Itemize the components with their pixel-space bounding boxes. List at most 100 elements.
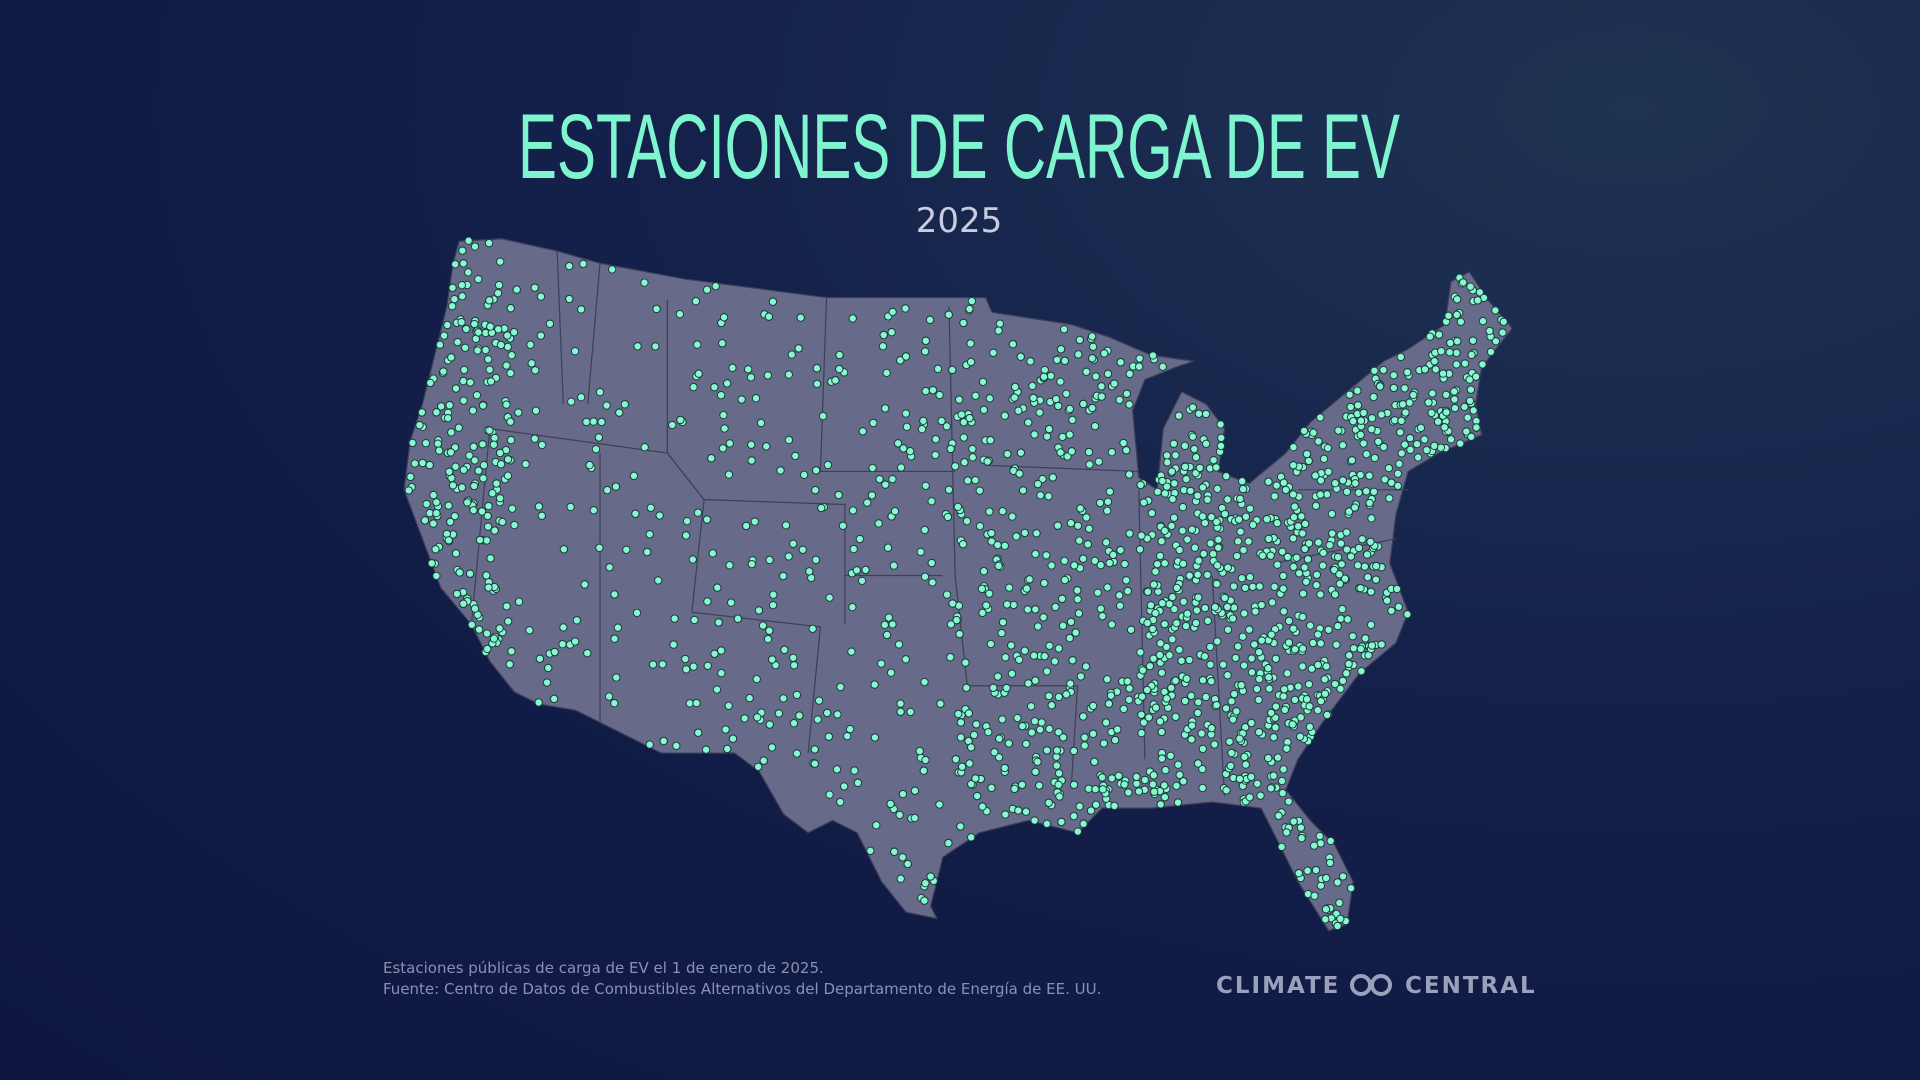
station bbox=[415, 420, 424, 430]
station bbox=[1057, 594, 1067, 603]
station bbox=[1054, 769, 1064, 778]
station bbox=[817, 503, 826, 513]
station bbox=[890, 847, 899, 856]
station bbox=[1008, 512, 1017, 521]
station bbox=[640, 278, 649, 287]
station bbox=[1322, 662, 1331, 671]
station bbox=[1002, 683, 1011, 693]
station bbox=[433, 439, 443, 448]
station bbox=[1004, 739, 1014, 748]
station bbox=[464, 236, 473, 245]
station bbox=[1309, 841, 1319, 850]
station bbox=[645, 740, 654, 749]
station bbox=[896, 707, 905, 716]
station bbox=[1029, 393, 1038, 403]
station bbox=[1182, 674, 1191, 683]
station bbox=[1171, 676, 1180, 685]
station bbox=[1396, 352, 1405, 362]
station bbox=[610, 634, 619, 643]
station bbox=[558, 640, 567, 649]
station bbox=[966, 357, 976, 367]
station bbox=[1086, 806, 1096, 815]
station bbox=[765, 626, 774, 635]
station bbox=[1239, 546, 1248, 555]
station bbox=[1289, 624, 1298, 633]
station bbox=[493, 288, 503, 298]
station bbox=[591, 444, 601, 454]
station bbox=[1342, 669, 1351, 678]
station bbox=[611, 482, 621, 491]
station bbox=[1274, 811, 1283, 820]
station bbox=[1223, 602, 1232, 612]
station bbox=[1300, 563, 1309, 572]
station bbox=[431, 545, 440, 554]
station bbox=[1327, 509, 1337, 519]
station bbox=[1338, 676, 1348, 685]
station bbox=[1097, 382, 1106, 391]
station bbox=[482, 571, 491, 580]
station bbox=[445, 467, 454, 476]
station bbox=[1098, 773, 1107, 782]
station bbox=[484, 238, 494, 248]
station bbox=[1081, 662, 1091, 671]
station bbox=[454, 423, 463, 432]
station bbox=[985, 394, 994, 403]
station bbox=[1158, 362, 1167, 371]
station bbox=[1198, 512, 1207, 521]
station bbox=[1080, 741, 1089, 750]
station bbox=[750, 517, 759, 526]
station bbox=[1394, 602, 1403, 612]
station bbox=[1438, 369, 1448, 378]
station bbox=[1018, 486, 1028, 495]
station bbox=[1187, 721, 1197, 730]
station bbox=[948, 365, 957, 375]
station bbox=[1169, 513, 1179, 522]
station bbox=[1446, 435, 1456, 444]
station bbox=[1183, 609, 1192, 618]
station bbox=[1240, 752, 1249, 762]
station bbox=[1223, 563, 1232, 572]
station bbox=[446, 517, 455, 527]
station bbox=[585, 460, 594, 470]
station bbox=[1354, 543, 1364, 553]
station bbox=[1209, 456, 1218, 465]
station bbox=[1200, 603, 1210, 613]
station bbox=[640, 443, 649, 452]
station bbox=[868, 463, 877, 473]
station bbox=[1279, 584, 1288, 593]
station bbox=[920, 572, 930, 581]
station bbox=[1060, 575, 1069, 585]
station bbox=[1467, 432, 1476, 441]
station bbox=[467, 620, 476, 629]
station bbox=[1236, 527, 1245, 536]
station bbox=[1251, 607, 1260, 616]
station bbox=[534, 698, 543, 707]
station bbox=[1104, 699, 1114, 708]
station bbox=[1413, 453, 1423, 462]
station bbox=[811, 486, 820, 495]
station bbox=[1278, 547, 1287, 556]
station bbox=[1107, 448, 1117, 457]
station bbox=[1416, 423, 1426, 433]
station bbox=[1001, 810, 1010, 819]
station bbox=[503, 455, 513, 464]
station bbox=[910, 786, 920, 795]
station bbox=[1180, 462, 1190, 471]
station bbox=[429, 519, 438, 528]
station bbox=[867, 491, 877, 500]
station bbox=[1424, 398, 1433, 407]
station bbox=[1067, 447, 1076, 456]
station bbox=[1296, 823, 1306, 832]
station bbox=[796, 313, 805, 322]
station bbox=[1290, 502, 1299, 511]
station bbox=[811, 466, 821, 475]
station bbox=[1225, 737, 1234, 746]
station bbox=[559, 545, 569, 554]
station bbox=[1119, 704, 1128, 714]
station bbox=[694, 369, 703, 378]
station bbox=[668, 420, 677, 430]
station bbox=[1335, 579, 1345, 588]
station bbox=[1333, 621, 1342, 631]
station bbox=[1320, 675, 1329, 684]
station bbox=[1208, 549, 1218, 559]
